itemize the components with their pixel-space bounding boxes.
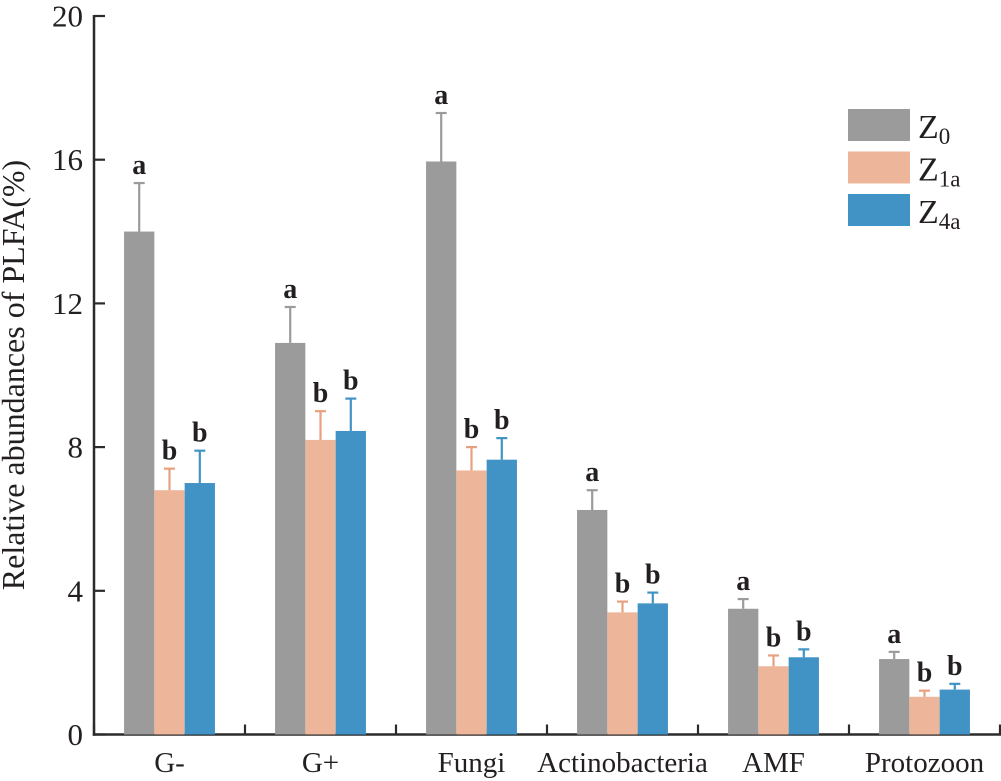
legend-swatch-Z4a <box>848 194 910 226</box>
bar-Z1a-Protozoon <box>909 696 940 735</box>
sig-letter: b <box>313 378 329 409</box>
sig-letter: b <box>917 658 933 689</box>
x-category-label-G+: G+ <box>302 747 339 779</box>
sig-letter: b <box>343 366 359 397</box>
bar-Z4a-Fungi <box>486 459 517 735</box>
x-category-label-Fungi: Fungi <box>438 747 506 779</box>
bar-Z4a-Actinobacteria <box>637 603 668 735</box>
y-tick-label: 8 <box>68 430 84 465</box>
bar-Z1a-Fungi <box>456 470 487 735</box>
sig-letter: b <box>645 560 661 591</box>
y-tick-label: 4 <box>68 573 84 608</box>
bar-Z1a-G+ <box>305 439 336 735</box>
bar-Z1a-Actinobacteria <box>607 612 638 735</box>
y-tick-label: 16 <box>52 142 83 177</box>
bar-Z4a-Protozoon <box>939 689 970 735</box>
x-category-label-Actinobacteria: Actinobacteria <box>537 747 708 779</box>
sig-letter: a <box>132 150 146 181</box>
sig-letter: b <box>464 414 480 445</box>
legend-label-Z1a: Z1a <box>918 151 961 191</box>
y-tick-label: 0 <box>68 717 84 752</box>
sig-letter: a <box>434 80 448 111</box>
legend-swatch-Z0 <box>848 109 910 141</box>
x-category-label-AMF: AMF <box>742 747 805 779</box>
legend-label-Z0: Z0 <box>918 109 950 149</box>
bar-Z4a-AMF <box>788 657 819 735</box>
bar-Z4a-G+ <box>335 430 366 735</box>
bar-Z0-Fungi <box>426 161 457 735</box>
sig-letter: a <box>887 619 901 650</box>
sig-letter: b <box>192 418 208 449</box>
bar-Z0-AMF <box>728 608 759 735</box>
bar-Z1a-G- <box>154 490 185 735</box>
y-axis-title: Relative abundances of PLFA(%) <box>0 160 31 590</box>
sig-letter: b <box>947 651 963 682</box>
sig-letter: b <box>796 616 812 647</box>
sig-letter: b <box>494 405 510 436</box>
sig-letter: b <box>615 569 631 600</box>
legend-swatch-Z1a <box>848 151 910 184</box>
sig-letter: b <box>766 622 782 653</box>
sig-letter: a <box>736 566 750 597</box>
bar-Z0-Protozoon <box>879 659 910 735</box>
sig-letter: b <box>162 436 178 467</box>
bar-Z4a-G- <box>184 483 215 735</box>
sig-letter: a <box>585 457 599 488</box>
bar-Z0-Actinobacteria <box>577 509 608 735</box>
bar-Z1a-AMF <box>758 666 789 735</box>
bar-Z0-G- <box>124 231 155 735</box>
bar-Z0-G+ <box>275 342 306 735</box>
x-category-label-Protozoon: Protozoon <box>865 747 985 779</box>
sig-letter: a <box>283 274 297 305</box>
legend-label-Z4a: Z4a <box>918 194 961 234</box>
y-tick-label: 12 <box>52 286 83 321</box>
y-tick-label: 20 <box>52 0 83 34</box>
x-category-label-G-: G- <box>154 747 185 779</box>
